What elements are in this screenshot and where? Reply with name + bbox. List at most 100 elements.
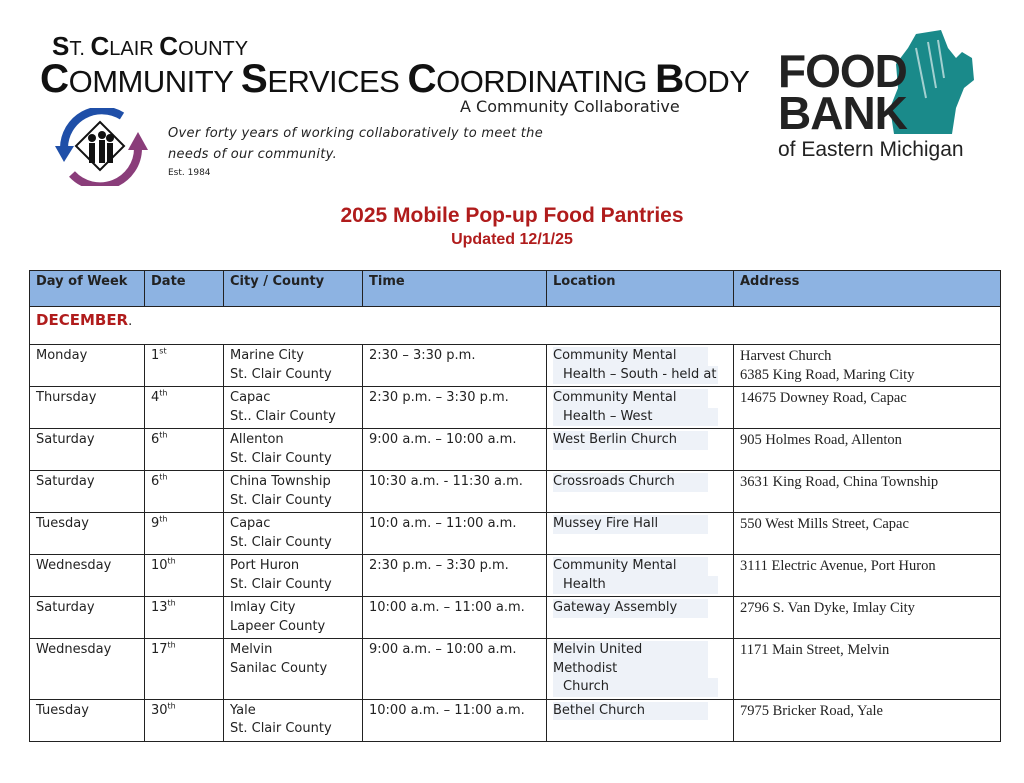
day-cell: Saturday [29,596,145,639]
date-cell: 4th [144,386,224,429]
time-cell: 10:00 a.m. – 11:00 a.m. [362,596,547,639]
date-cell: 1st [144,344,224,387]
address-cell: 550 West Mills Street, Capac [733,512,1001,555]
address-cell: 2796 S. Van Dyke, Imlay City [733,596,1001,639]
address-line1: 14675 Downey Road, Capac [740,390,907,406]
city: Melvin [230,642,273,657]
food-bank-subtitle: of Eastern Michigan [778,138,964,161]
county: Lapeer County [230,618,326,634]
address-line1: 7975 Bricker Road, Yale [740,702,883,719]
column-header-time: Time [362,270,547,307]
city-cell: Capac St. Clair County [223,512,363,555]
address-line1: 905 Holmes Road, Allenton [740,432,902,448]
page-subtitle: Updated 12/1/25 [451,231,573,248]
time-cell: 10:0 a.m. – 11:00 a.m. [362,512,547,555]
county: St.. Clair County [230,408,336,424]
day-cell: Tuesday [29,512,145,555]
date-cell: 30th [144,698,224,742]
location-line1: Crossroads Church [553,473,708,492]
date-cell: 6th [144,428,224,471]
table-header-row: Day of Week Date City / County Time Loca… [29,270,1001,307]
location-cell: Community Mental Health [546,554,734,597]
date-cell: 17th [144,638,224,700]
table-row: Saturday 13th Imlay City Lapeer County 10:00… [29,596,1001,639]
location-line2: Health [553,575,718,594]
location-cell: Melvin United Methodist Church [546,638,734,700]
county: Sanilac County [230,660,328,676]
location-line1: Melvin United Methodist [553,641,708,678]
collab-text: A Community Collaborative [460,97,680,116]
date-cell: 13th [144,596,224,639]
county: St. Clair County [230,450,332,466]
michigan-mitten-icon [890,30,974,134]
day-cell: Tuesday [29,698,145,742]
city: Port Huron [230,558,300,573]
column-header-city: City / County [223,270,363,307]
location-cell: West Berlin Church [546,428,734,471]
time-cell: 9:00 a.m. – 10:00 a.m. [362,638,547,700]
time-cell: 10:00 a.m. – 11:00 a.m. [362,698,547,742]
table-row: Wednesday 10th Port Huron St. Clair County 2… [29,554,1001,597]
column-header-date: Date [144,270,224,307]
table-row: Monday 1st Marine City St. Clair County 2:30… [29,344,1001,387]
county: St. Clair County [230,534,332,550]
day-cell: Wednesday [29,638,145,700]
org-name-line2: COMMUNITY SERVICES COORDINATING BODY [40,56,750,101]
column-header-day: Day of Week [29,270,145,307]
food-bank-logo: FOOD BANK of Eastern Michigan [778,28,978,168]
city-cell: Imlay City Lapeer County [223,596,363,639]
pantry-schedule-table: Day of Week Date City / County Time Loca… [29,270,1001,742]
county: St. Clair County [230,721,332,736]
address-line1: 3111 Electric Avenue, Port Huron [740,558,936,574]
table-row: Saturday 6th China Township St. Clair Count… [29,470,1001,513]
column-header-location: Location [546,270,734,307]
city: Allenton [230,432,284,447]
table-row: Tuesday 9th Capac St. Clair County 10:0 a.m.… [29,512,1001,555]
city-cell: Port Huron St. Clair County [223,554,363,597]
food-bank-wordmark: FOOD BANK [778,45,908,139]
city-cell: Capac St.. Clair County [223,386,363,429]
city-cell: China Township St. Clair County [223,470,363,513]
time-cell: 9:00 a.m. – 10:00 a.m. [362,428,547,471]
address-cell: 1171 Main Street, Melvin [733,638,1001,700]
page-title: 2025 Mobile Pop-up Food Pantries [340,204,684,227]
address-cell: 3111 Electric Avenue, Port Huron [733,554,1001,597]
day-cell: Monday [29,344,145,387]
location-line1: Bethel Church [553,701,708,720]
location-cell: Community Mental Health – South - held at [546,344,734,387]
cscb-logo-icon [55,108,148,186]
date-cell: 9th [144,512,224,555]
location-line1: Gateway Assembly [553,599,708,618]
time-cell: 2:30 p.m. – 3:30 p.m. [362,554,547,597]
day-cell: Saturday [29,428,145,471]
day-cell: Saturday [29,470,145,513]
location-cell: Gateway Assembly [546,596,734,639]
location-line1: Community Mental [553,347,708,366]
month-row: DECEMBER. [29,306,1001,345]
table-row: Wednesday 17th Melvin Sanilac County 9:00 a.… [29,638,1001,700]
city: Yale [230,702,256,718]
established-year: Est. 1984 [168,168,211,178]
tagline: Over forty years of working collaborativ… [168,126,544,162]
day-cell: Thursday [29,386,145,429]
location-cell: Mussey Fire Hall [546,512,734,555]
month-label: DECEMBER [36,311,129,329]
city-cell: Yale St. Clair County [223,698,363,742]
city: Capac [230,516,271,531]
location-cell: Community Mental Health – West [546,386,734,429]
city-cell: Marine City St. Clair County [223,344,363,387]
city-cell: Allenton St. Clair County [223,428,363,471]
county: St. Clair County [230,366,332,382]
table-row: Thursday 4th Capac St.. Clair County 2:30 p.… [29,386,1001,429]
city: China Township [230,474,331,489]
column-header-address: Address [733,270,1001,307]
city: Capac [230,390,271,405]
address-cell: 7975 Bricker Road, Yale [733,698,1001,742]
date-cell: 10th [144,554,224,597]
time-cell: 2:30 – 3:30 p.m. [362,344,547,387]
location-line2: Health – South - held at [553,365,718,384]
location-line1: West Berlin Church [553,431,708,450]
table-row: Saturday 6th Allenton St. Clair County 9:00 … [29,428,1001,471]
address-cell: 3631 King Road, China Township [733,470,1001,513]
address-line1: 1171 Main Street, Melvin [740,642,890,658]
